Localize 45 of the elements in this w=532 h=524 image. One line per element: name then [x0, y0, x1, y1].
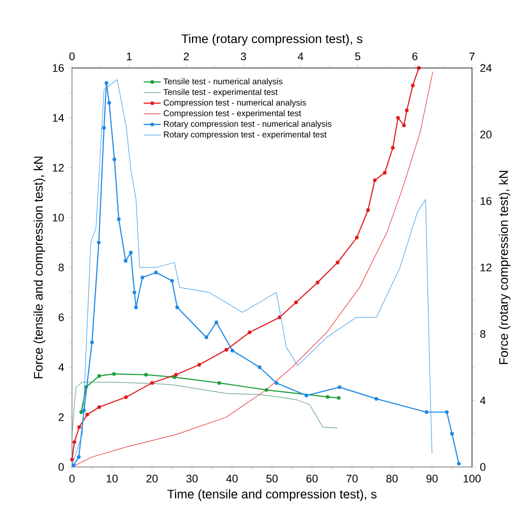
- legend-label: Compression test - experimental test: [164, 110, 302, 118]
- legend-label: Compression test - numerical analysis: [164, 99, 306, 108]
- x2-tick-label: 1: [126, 52, 132, 60]
- y-tick-label: 6: [58, 313, 64, 322]
- x-tick-label: 100: [464, 474, 481, 483]
- y-tick-label: 14: [52, 114, 64, 122]
- y-tick-label: 10: [52, 214, 64, 222]
- x-tick-label: 30: [186, 474, 198, 483]
- x2-axis-title: Time (rotary compression test), s: [182, 34, 362, 46]
- x2-tick-label: 6: [412, 52, 418, 60]
- legend-label: Tensile test - numerical analysis: [163, 78, 282, 86]
- x2-tick-label: 2: [184, 52, 189, 60]
- x-tick-label: 90: [426, 474, 438, 483]
- y2-tick-label: 16: [480, 197, 492, 205]
- x2-tick-label: 0: [69, 52, 75, 60]
- y2-tick-label: 12: [480, 264, 492, 272]
- legend-label: Tensile test - experimental test: [163, 88, 278, 97]
- x-tick-label: 40: [226, 474, 238, 483]
- y2-axis-title: Force (rotary compression test), kN: [498, 170, 510, 364]
- y2-tick-label: 0: [480, 463, 486, 471]
- x-axis-title: Time (tensile and compression test), s: [167, 489, 377, 501]
- x-tick-label: 70: [346, 474, 358, 483]
- y2-tick-label: 24: [480, 64, 492, 72]
- y-tick-label: 8: [58, 264, 64, 272]
- x2-tick-label: 7: [470, 52, 475, 60]
- y2-tick-label: 4: [480, 396, 486, 404]
- y-tick-label: 4: [58, 363, 64, 372]
- x-tick-label: 10: [106, 474, 118, 483]
- x2-tick-label: 5: [355, 52, 360, 60]
- legend-label: Rotary compression test - numerical analysis: [164, 120, 332, 129]
- x-tick-label: 50: [266, 474, 278, 483]
- x2-tick-label: 3: [240, 52, 246, 60]
- x2-tick-label: 4: [298, 52, 304, 60]
- x-tick-label: 80: [386, 474, 398, 483]
- y-tick-label: 12: [52, 164, 64, 172]
- y2-tick-label: 20: [480, 130, 492, 138]
- x-tick-label: 60: [306, 474, 318, 483]
- x-tick-label: 20: [146, 474, 158, 483]
- y-axis-title: Force (tensile and compression test), kN: [34, 156, 46, 378]
- y2-tick-label: 8: [480, 330, 486, 338]
- y-tick-label: 16: [52, 64, 64, 72]
- y-tick-label: 0: [58, 463, 64, 471]
- legend-label: Rotary compression test - experimental test: [164, 131, 327, 140]
- y-tick-label: 2: [58, 413, 64, 421]
- x-tick-label: 0: [69, 474, 75, 483]
